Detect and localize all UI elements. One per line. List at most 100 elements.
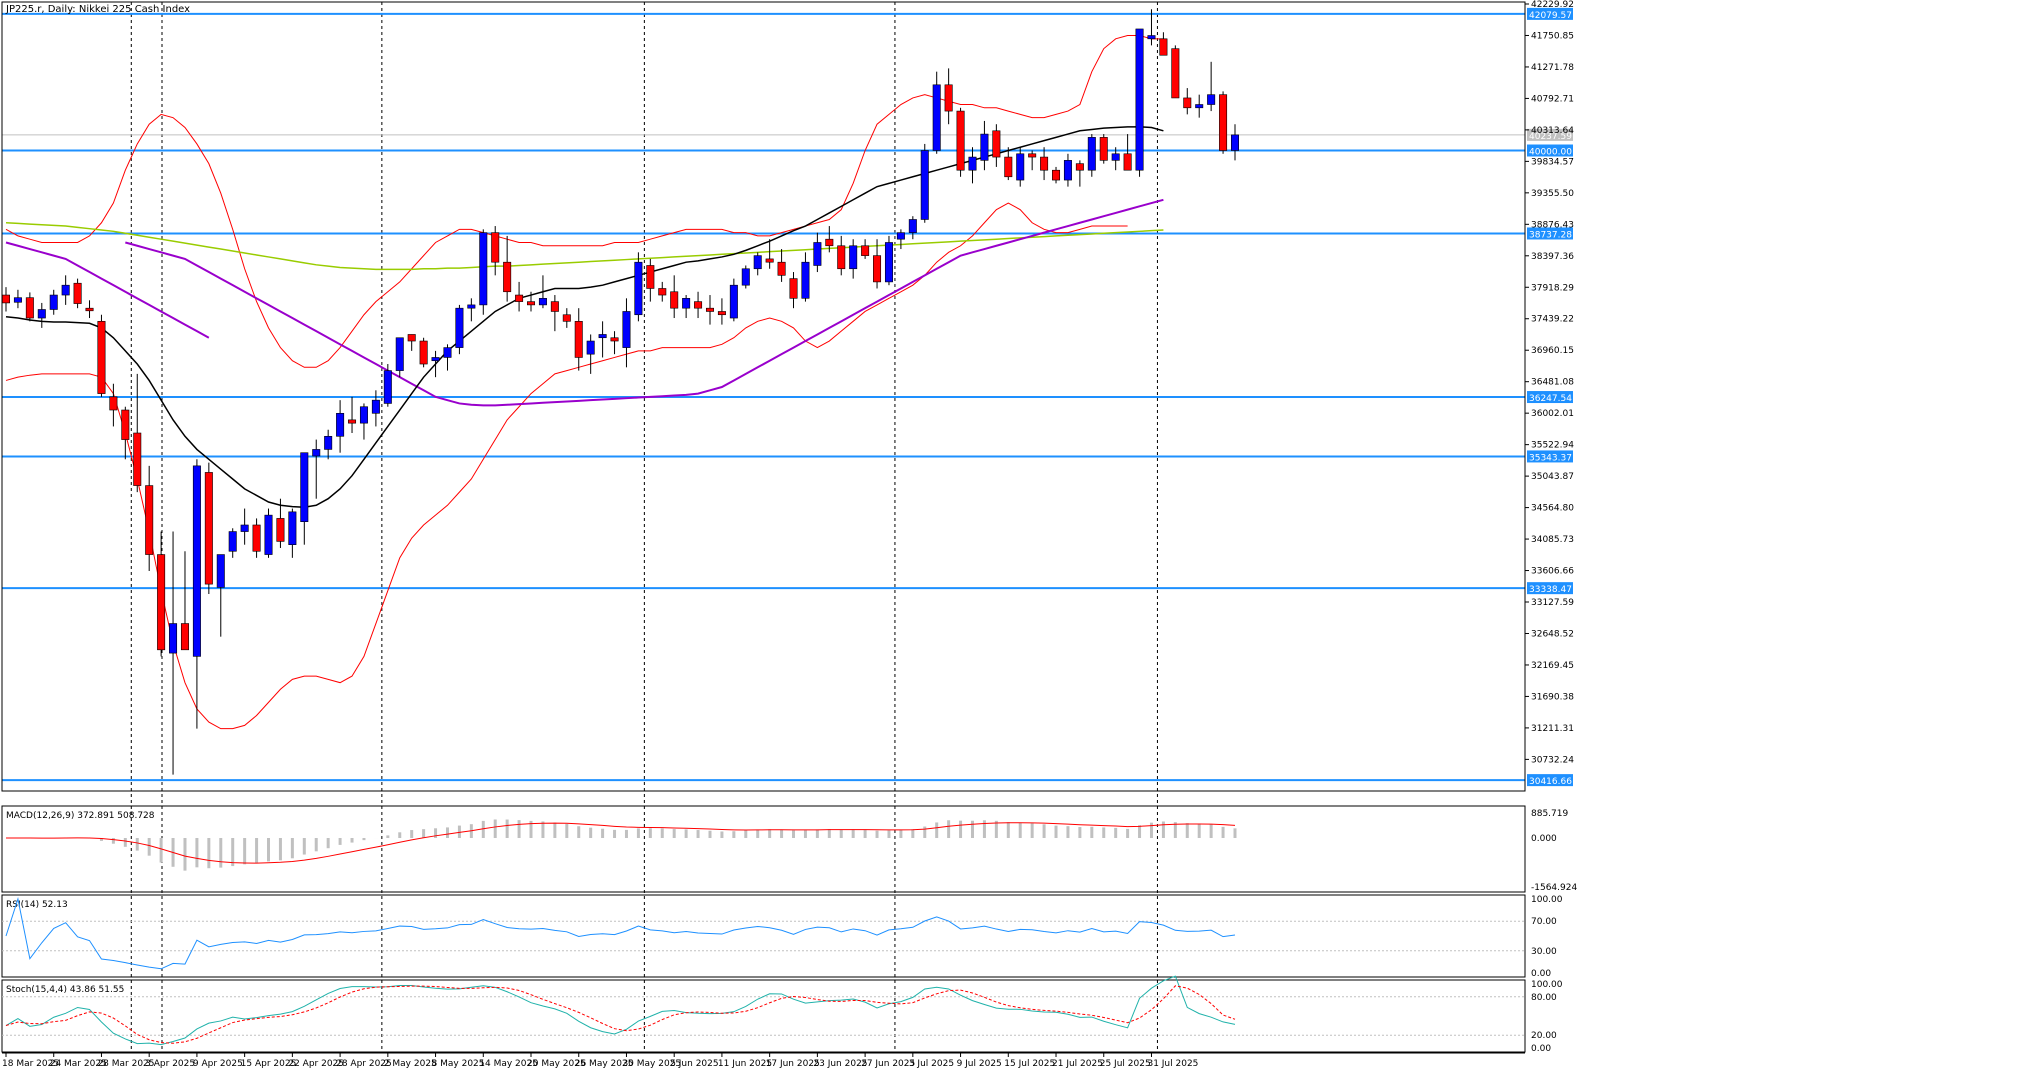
price-axis-label: 35522.94 <box>1531 441 1574 451</box>
bull-candle-body <box>635 262 642 315</box>
bear-candle-body <box>611 338 618 341</box>
date-axis-label: 15 Jul 2025 <box>1004 1059 1055 1069</box>
price-axis-label: 35043.87 <box>1531 472 1574 482</box>
candle[interactable] <box>456 305 463 354</box>
candle[interactable] <box>885 236 892 285</box>
date-axis-label: 21 Jul 2025 <box>1052 1059 1103 1069</box>
bull-candle-body <box>1112 154 1119 161</box>
rsi-axis-label: 70.00 <box>1531 917 1557 927</box>
date-axis-label: 9 Jul 2025 <box>957 1059 1002 1069</box>
bear-candle-body <box>277 518 284 541</box>
bear-candle-body <box>551 302 558 312</box>
bear-candle-body <box>181 624 188 650</box>
bull-candle-body <box>1196 105 1203 108</box>
bear-candle-body <box>563 315 570 322</box>
date-axis-label: 9 Apr 2025 <box>193 1059 243 1069</box>
candle[interactable] <box>205 463 212 594</box>
candle[interactable] <box>480 229 487 314</box>
price-axis-label: 33606.66 <box>1531 567 1574 577</box>
bull-candle-body <box>1136 29 1143 170</box>
candle[interactable] <box>957 108 964 177</box>
bull-candle-body <box>169 624 176 654</box>
bull-candle-body <box>909 219 916 232</box>
candle[interactable] <box>730 279 737 322</box>
bear-candle-body <box>86 308 93 311</box>
bull-candle-body <box>814 242 821 265</box>
bear-candle-body <box>503 262 510 292</box>
price-axis-label: 38397.36 <box>1531 252 1574 262</box>
candle[interactable] <box>1100 134 1107 164</box>
bear-candle-body <box>873 256 880 282</box>
price-axis-label: 38876.43 <box>1531 220 1574 230</box>
bear-candle-body <box>492 233 499 263</box>
date-axis-label: 25 Jul 2025 <box>1100 1059 1151 1069</box>
date-axis-label: 3 Jul 2025 <box>909 1059 954 1069</box>
candle[interactable] <box>635 252 642 321</box>
price-axis-label: 34085.73 <box>1531 535 1574 545</box>
window-title: JP225.r, Daily: Nikkei 225 Cash Index <box>5 4 190 15</box>
bull-candle-body <box>193 466 200 657</box>
bull-candle-body <box>849 246 856 269</box>
bear-candle-body <box>74 283 81 303</box>
bear-candle-body <box>659 288 666 295</box>
date-axis-label: 2 May 2025 <box>384 1059 437 1069</box>
candle[interactable] <box>98 315 105 397</box>
level-price-label: 36247.54 <box>1529 394 1572 404</box>
level-price-label: 42079.57 <box>1529 11 1572 21</box>
bull-candle-body <box>360 407 367 423</box>
bull-candle-body <box>14 298 21 303</box>
level-price-label: 30416.66 <box>1529 777 1572 787</box>
bull-candle-body <box>1017 154 1024 180</box>
bear-candle-body <box>826 239 833 246</box>
bull-candle-body <box>289 512 296 545</box>
date-axis-label: 5 Jun 2025 <box>670 1059 718 1069</box>
candle[interactable] <box>384 364 391 407</box>
bear-candle-body <box>1005 157 1012 177</box>
candle[interactable] <box>1088 134 1095 177</box>
bear-candle-body <box>838 246 845 269</box>
candle[interactable] <box>921 144 928 223</box>
level-price-label: 38737.28 <box>1529 230 1572 240</box>
bear-candle-body <box>515 295 522 302</box>
candle[interactable] <box>1172 45 1179 98</box>
price-axis-label: 32169.45 <box>1531 661 1574 671</box>
price-axis-label: 32648.52 <box>1531 629 1574 639</box>
bull-candle-body <box>50 295 57 309</box>
bear-candle-body <box>993 131 1000 157</box>
bull-candle-body <box>229 532 236 552</box>
bull-candle-body <box>599 334 606 337</box>
stoch-label: Stoch(15,4,4) 43.86 51.55 <box>6 985 124 995</box>
bear-candle-body <box>26 298 33 318</box>
price-axis-label: 31690.38 <box>1531 692 1574 702</box>
level-price-label: 35343.37 <box>1529 453 1572 463</box>
candle[interactable] <box>420 338 427 368</box>
bear-candle-body <box>1219 95 1226 151</box>
candle[interactable] <box>1219 91 1226 153</box>
price-axis-label: 41271.78 <box>1531 63 1574 73</box>
bear-candle-body <box>575 321 582 357</box>
bear-candle-body <box>778 262 785 275</box>
candle[interactable] <box>1136 29 1143 177</box>
bull-candle-body <box>468 305 475 308</box>
bull-candle-body <box>885 242 892 281</box>
rsi-axis-label: 30.00 <box>1531 947 1557 957</box>
candle[interactable] <box>74 279 81 309</box>
bear-candle-body <box>1052 170 1059 180</box>
price-axis-label: 30732.24 <box>1531 755 1574 765</box>
bull-candle-body <box>336 413 343 436</box>
bull-candle-body <box>981 134 988 160</box>
bull-candle-body <box>539 298 546 305</box>
bull-candle-body <box>682 298 689 308</box>
bear-candle-body <box>957 111 964 170</box>
level-price-label: 40000.00 <box>1529 148 1572 158</box>
bull-candle-body <box>241 525 248 532</box>
bull-candle-body <box>432 357 439 360</box>
candle[interactable] <box>742 265 749 288</box>
date-axis-label: 8 May 2025 <box>432 1059 485 1069</box>
bull-candle-body <box>265 515 272 554</box>
bull-candle-body <box>396 338 403 371</box>
candle[interactable] <box>265 509 272 558</box>
bear-candle-body <box>945 85 952 111</box>
